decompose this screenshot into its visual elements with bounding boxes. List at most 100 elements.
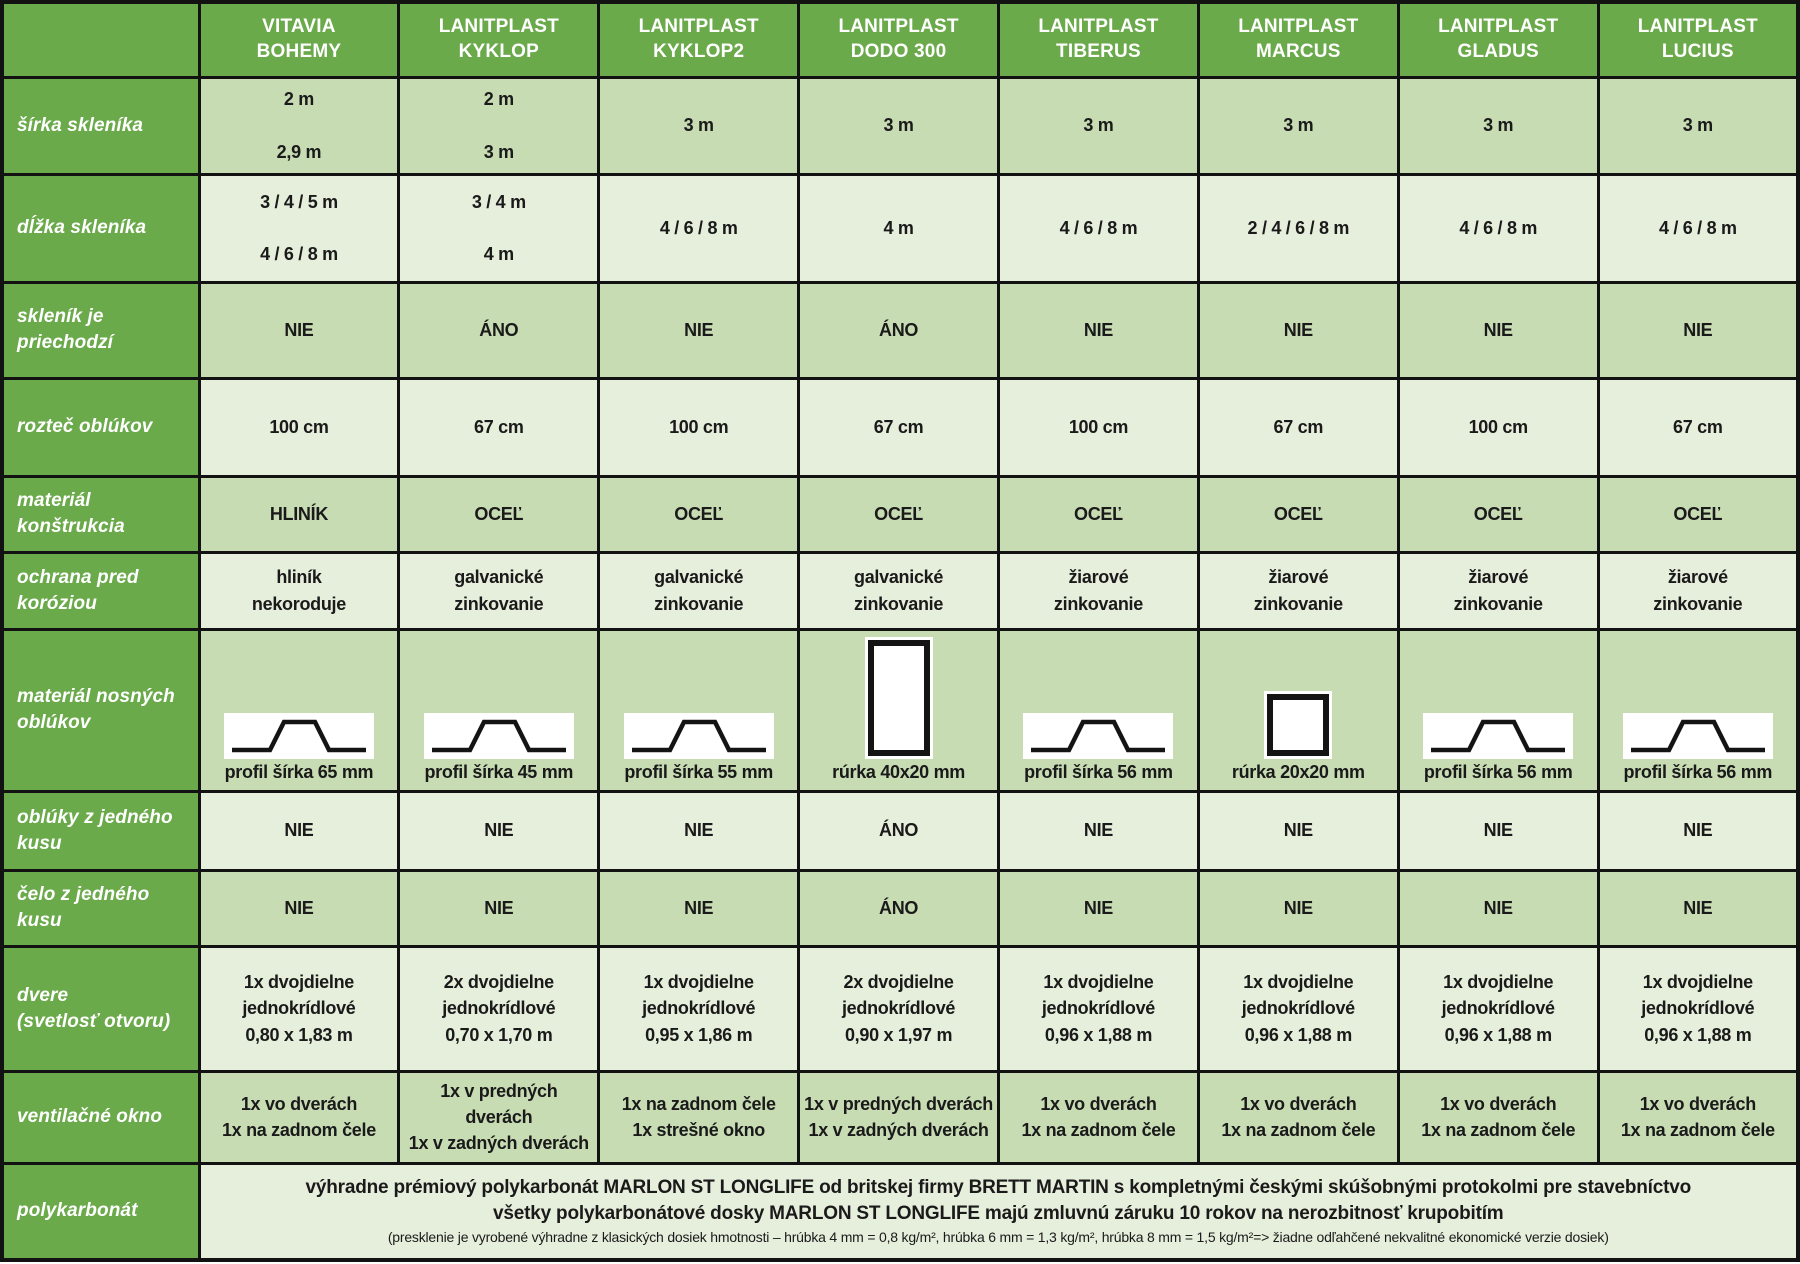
value-text: OCEĽ (874, 503, 923, 524)
value-cell: OCEĽ (797, 474, 1000, 554)
value-text: 2x dvojdielne jednokrídlové 0,90 x 1,97 … (841, 972, 956, 1045)
tube-vertical-wrapper (864, 637, 933, 759)
tube-square-wrapper (1264, 691, 1333, 759)
value-text: 3 m (1682, 115, 1713, 136)
value-text: ÁNO (879, 897, 919, 918)
value-text: 4 / 6 / 8 m (1059, 217, 1138, 238)
arch-profile-icon (223, 713, 374, 759)
value-text: 1x v predných dverách 1x v zadných dverá… (408, 1080, 589, 1154)
value-cell: žiarové zinkovanie (1196, 550, 1400, 631)
product-header: VITAVIA BOHEMY (197, 0, 401, 79)
value-text: 1x v predných dverách 1x v zadných dverá… (804, 1093, 993, 1140)
value-cell: NIE (997, 789, 1200, 872)
table-row: materiál nosných oblúkov profil šírka 65 … (0, 627, 1800, 793)
value-text: 1x vo dverách 1x na zadnom čele (1620, 1093, 1775, 1140)
value-text: hliník nekoroduje (251, 567, 346, 614)
product-header: LANITPLAST GLADUS (1396, 0, 1600, 79)
value-cell: HLINÍK (197, 474, 401, 554)
value-cell: NIE (197, 280, 401, 380)
value-cell: 3 m (1396, 75, 1600, 176)
value-cell: 100 cm (197, 376, 401, 478)
value-cell: 1x dvojdielne jednokrídlové 0,96 x 1,88 … (997, 944, 1200, 1073)
value-text: 1x vo dverách 1x na zadnom čele (1221, 1093, 1376, 1140)
value-cell: 1x na zadnom čele 1x strešné okno (597, 1069, 801, 1165)
value-text: 1x dvojdielne jednokrídlové 0,96 x 1,88 … (1241, 972, 1355, 1045)
header-row: VITAVIA BOHEMY LANITPLAST KYKLOP LANITPLAS… (0, 0, 1800, 79)
value-cell: NIE (197, 789, 401, 872)
value-text: 1x vo dverách 1x na zadnom čele (1421, 1093, 1576, 1140)
value-cell: OCEĽ (597, 474, 801, 554)
arch-material-content: profil šírka 56 mm (1001, 632, 1195, 788)
value-text: 1x vo dverách 1x na zadnom čele (221, 1093, 376, 1140)
profile-caption: profil šírka 56 mm (1623, 762, 1773, 782)
value-cell: galvanické zinkovanie (597, 550, 801, 631)
value-text: 100 cm (1468, 416, 1529, 437)
value-cell: 1x vo dverách 1x na zadnom čele (1396, 1069, 1600, 1165)
value-cell: 100 cm (997, 376, 1200, 478)
arch-material-content: rúrka 20x20 mm (1201, 632, 1395, 788)
value-text: 4 / 6 / 8 m (659, 217, 738, 238)
arch-material-content: profil šírka 56 mm (1601, 632, 1795, 788)
profile-caption: profil šírka 56 mm (1423, 762, 1573, 782)
value-cell: žiarové zinkovanie (997, 550, 1200, 631)
value-cell: 2 m 2,9 m (197, 75, 401, 176)
row-label: rozteč oblúkov (0, 376, 201, 478)
value-text: žiarové zinkovanie (1653, 567, 1743, 614)
profile-caption: rúrka 20x20 mm (1231, 762, 1365, 782)
row-label: ochrana pred koróziou (0, 550, 201, 631)
value-text: galvanické zinkovanie (854, 567, 944, 614)
profile-omega-wrapper (1423, 713, 1574, 759)
value-text: 3 m (1283, 115, 1314, 136)
value-text: OCEĽ (474, 503, 524, 524)
profile-caption: profil šírka 65 mm (224, 762, 374, 782)
profile-omega-wrapper (1023, 713, 1174, 759)
value-cell: ÁNO (797, 280, 1000, 380)
polycarbonate-note-line: (presklenie je vyrobené výhradne z klasi… (387, 1228, 1609, 1245)
value-text: NIE (684, 820, 714, 841)
arch-material-content: profil šírka 65 mm (202, 632, 396, 788)
value-cell: 67 cm (397, 376, 601, 478)
value-text: NIE (1483, 897, 1513, 918)
value-cell: OCEĽ (397, 474, 601, 554)
value-text: žiarové zinkovanie (1053, 567, 1143, 614)
value-cell: žiarové zinkovanie (1396, 550, 1600, 631)
value-text: NIE (1283, 820, 1313, 841)
value-cell: 4 m (797, 172, 1000, 284)
value-text: NIE (1083, 319, 1113, 340)
product-header: LANITPLAST DODO 300 (797, 0, 1000, 79)
value-cell: hliník nekoroduje (197, 550, 401, 631)
value-cell: 1x v predných dverách 1x v zadných dverá… (797, 1069, 1000, 1165)
table-row: oblúky z jedného kusu NIE NIE NIE ÁNO NIE NIE N… (0, 789, 1800, 872)
value-text: 1x dvojdielne jednokrídlové 0,80 x 1,83 … (242, 972, 356, 1045)
value-text: 2x dvojdielne jednokrídlové 0,70 x 1,70 … (442, 972, 556, 1045)
value-text: OCEĽ (674, 503, 724, 524)
value-text: NIE (284, 820, 314, 841)
profile-caption: profil šírka 55 mm (624, 762, 774, 782)
value-text: žiarové zinkovanie (1453, 567, 1543, 614)
table-row: rozteč oblúkov 100 cm 67 cm 100 cm 67 cm 100 … (0, 376, 1800, 478)
value-text: ÁNO (479, 319, 519, 340)
value-text: ÁNO (879, 820, 919, 841)
row-label: čelo z jedného kusu (0, 868, 201, 948)
row-label: polykarbonát (0, 1161, 201, 1262)
value-text: žiarové zinkovanie (1253, 567, 1343, 614)
arch-material-content: profil šírka 56 mm (1401, 632, 1595, 788)
product-header: LANITPLAST MARCUS (1196, 0, 1400, 79)
profile-omega-wrapper (223, 713, 374, 759)
value-text: OCEĽ (1074, 503, 1123, 524)
value-cell: ÁNO (797, 789, 1000, 872)
value-text: 100 cm (1068, 416, 1129, 437)
value-cell: 3 m (597, 75, 801, 176)
value-text: NIE (1683, 319, 1713, 340)
value-text: 1x na zadnom čele 1x strešné okno (621, 1093, 776, 1140)
value-text: 1x vo dverách 1x na zadnom čele (1021, 1093, 1176, 1140)
value-cell: 67 cm (797, 376, 1000, 478)
arch-material-content: profil šírka 45 mm (402, 632, 596, 788)
product-header: LANITPLAST KYKLOP2 (597, 0, 801, 79)
profile-caption: profil šírka 45 mm (424, 762, 574, 782)
value-cell: 3 m (797, 75, 1000, 176)
polycarbonate-note-line: výhradne prémiový polykarbonát MARLON ST… (305, 1177, 1692, 1199)
value-text: NIE (1283, 319, 1313, 340)
value-cell: NIE (997, 280, 1200, 380)
